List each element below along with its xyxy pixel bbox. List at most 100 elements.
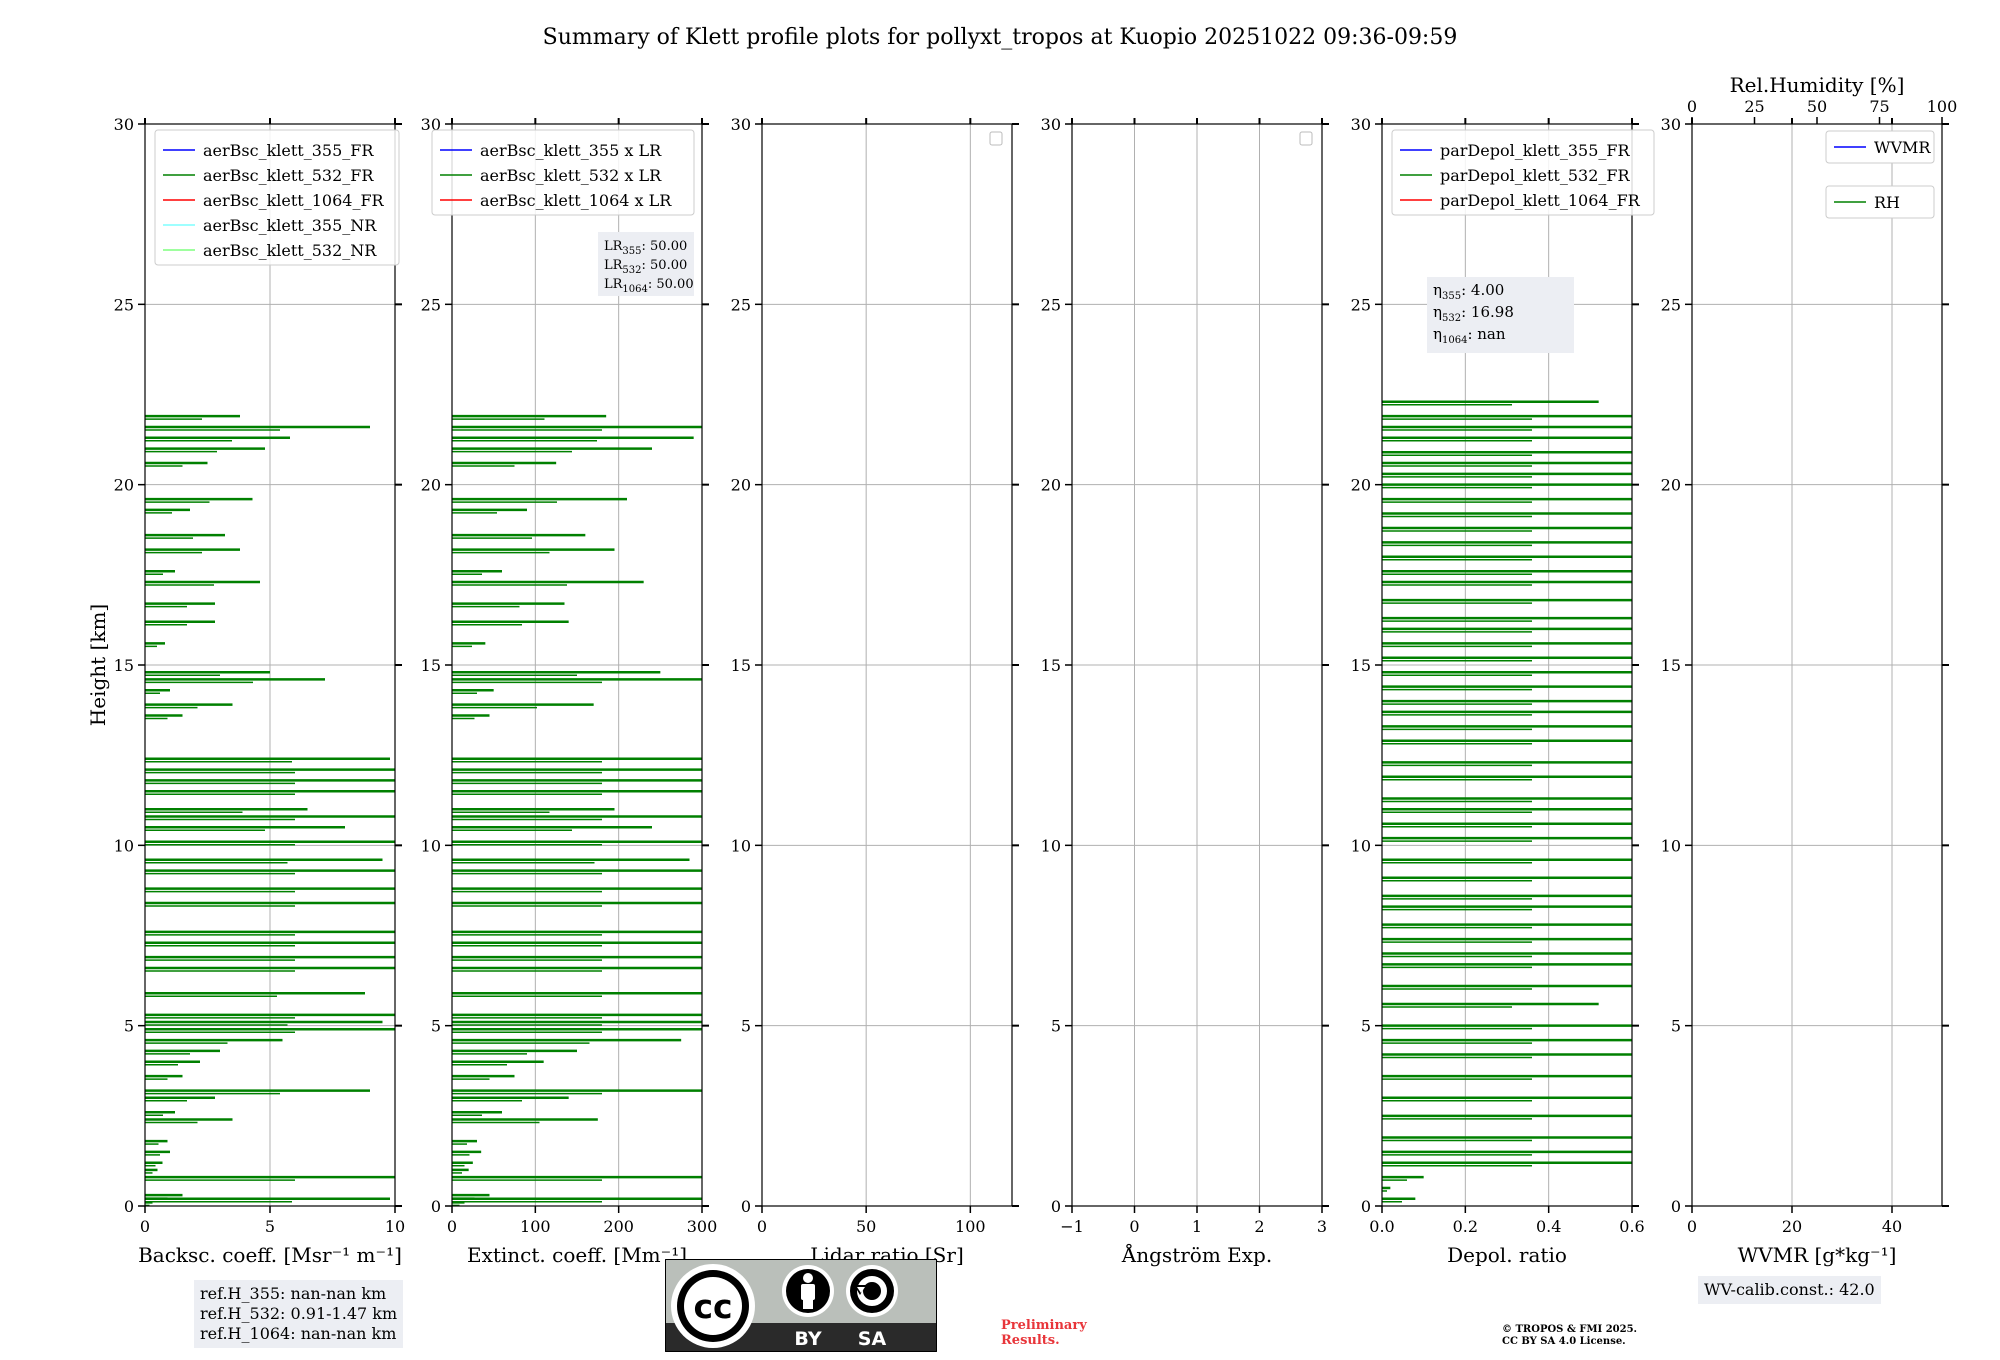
ylabel: Height [km] <box>86 604 110 726</box>
legend-label-parDepol_klett_355_FR: parDepol_klett_355_FR <box>1440 141 1631 160</box>
sa-sharealike-icon <box>846 1265 898 1317</box>
annotation-box <box>1427 277 1574 353</box>
ref-height-1064: ref.H_1064: nan-nan km <box>200 1324 397 1343</box>
copyright-line-1: © TROPOS & FMI 2025. <box>1502 1324 1638 1335</box>
ytick-label: 20 <box>731 476 751 495</box>
xlabel: Backsc. coeff. [Msr⁻¹ m⁻¹] <box>138 1243 402 1267</box>
xtick-label: 3 <box>1317 1217 1327 1236</box>
ytick-label: 10 <box>731 836 751 855</box>
legend-label-aerBsc_klett_1064 x LR: aerBsc_klett_1064 x LR <box>480 191 672 210</box>
wv-calib-box: WV-calib.const.: 42.0 <box>1698 1276 1881 1304</box>
legend-label-aerBsc_klett_355 x LR: aerBsc_klett_355 x LR <box>480 141 662 160</box>
ref-height-355: ref.H_355: nan-nan km <box>200 1284 387 1303</box>
copyright-note: © TROPOS & FMI 2025. CC BY SA 4.0 Licens… <box>1502 1324 1637 1348</box>
legend-label-aerBsc_klett_532 x LR: aerBsc_klett_532 x LR <box>480 166 662 185</box>
empty-legend <box>989 131 1003 146</box>
legend-label-aerBsc_klett_355_NR: aerBsc_klett_355_NR <box>203 216 377 235</box>
xlabel: Ångström Exp. <box>1121 1242 1272 1267</box>
panel-depol: 0 5 10 15 20 25 30 0.0 0.2 0.4 0.6 Depol. ratio parD… <box>1351 115 1655 1267</box>
series-aerBsc_klett_532 x LR <box>452 414 702 1207</box>
ytick-label: 20 <box>1041 476 1061 495</box>
xtick-label: 20 <box>1782 1217 1802 1236</box>
ytick-label: 5 <box>124 1017 134 1036</box>
copyright-line-2: CC BY SA 4.0 License. <box>1502 1336 1626 1347</box>
annotation-line: η355: 4.00 <box>1433 281 1504 302</box>
ytick-label: 25 <box>731 295 751 314</box>
annotation-box <box>598 232 694 296</box>
legend-label-parDepol_klett_532_FR: parDepol_klett_532_FR <box>1440 166 1631 185</box>
panel-backscatter: 0 5 10 15 20 25 30 0 5 10 Backsc. coeff. [Msr⁻¹ m⁻… <box>86 115 405 1267</box>
annotation-line: η532: 16.98 <box>1433 303 1514 324</box>
ref-heights-box: ref.H_355: nan-nan km ref.H_532: 0.91-1.… <box>194 1280 404 1348</box>
legend-box <box>1825 185 1935 219</box>
svg-text:cc: cc <box>693 1287 732 1326</box>
xtick-label: 0.0 <box>1369 1217 1394 1236</box>
annotation-line: LR532: 50.00 <box>604 258 687 276</box>
xtick-label: 10 <box>385 1217 405 1236</box>
cc-license-badge: cc BY SA <box>665 1259 937 1352</box>
ytick-label: 0 <box>431 1197 441 1216</box>
ytick-label: 30 <box>1351 115 1371 134</box>
cc-sa-label: SA <box>858 1328 887 1350</box>
legend-box <box>154 129 400 266</box>
preliminary-line-2: Results. <box>1001 1333 1060 1348</box>
by-attribution-icon <box>782 1265 834 1317</box>
ytick-label: 20 <box>1351 476 1371 495</box>
ytick-label: 0 <box>124 1197 134 1216</box>
ytick-label: 10 <box>1661 836 1681 855</box>
xtick-label: 200 <box>603 1217 634 1236</box>
preliminary-results-note: Preliminary Results. <box>1001 1318 1087 1348</box>
series-aerBsc_klett_532_FR <box>145 414 395 1207</box>
xtick-label: 0.2 <box>1453 1217 1478 1236</box>
ytick-label: 0 <box>1051 1197 1061 1216</box>
xtick-label: 0 <box>447 1217 457 1236</box>
legend-label-aerBsc_klett_532_FR: aerBsc_klett_532_FR <box>203 166 374 185</box>
legend: aerBsc_klett_355_FR aerBsc_klett_532_FRae… <box>154 129 400 266</box>
x2tick-label: 100 <box>1927 97 1958 116</box>
legend-label: RH <box>1874 193 1900 212</box>
xtick-label: 0.4 <box>1536 1217 1561 1236</box>
ytick-label: 5 <box>1671 1017 1681 1036</box>
preliminary-line-1: Preliminary <box>1001 1318 1087 1333</box>
ytick-label: 10 <box>1041 836 1061 855</box>
annotation-line: η1064: nan <box>1433 325 1506 346</box>
ytick-label: 15 <box>1041 656 1061 675</box>
xtick-label: 100 <box>955 1217 986 1236</box>
legend: parDepol_klett_355_FR parDepol_klett_532_… <box>1391 129 1655 216</box>
xlabel: Depol. ratio <box>1447 1243 1567 1267</box>
ytick-label: 0 <box>741 1197 751 1216</box>
ytick-label: 15 <box>731 656 751 675</box>
ytick-label: 25 <box>1661 295 1681 314</box>
xtick-label: 2 <box>1254 1217 1264 1236</box>
xtick-label: 40 <box>1882 1217 1902 1236</box>
panel-wvmr: 0 5 10 15 20 25 30 0 20 40 WVMR [g*kg⁻¹] 0 25 50 75 100… <box>1661 73 1958 1267</box>
ytick-label: 15 <box>114 656 134 675</box>
xtick-label: 0 <box>757 1217 767 1236</box>
ytick-label: 25 <box>421 295 441 314</box>
legend-box <box>1391 129 1655 216</box>
legend-label: WVMR <box>1874 138 1931 157</box>
cc-icon: cc <box>671 1264 755 1348</box>
ytick-label: 15 <box>1661 656 1681 675</box>
ytick-label: 25 <box>1041 295 1061 314</box>
ytick-label: 20 <box>114 476 134 495</box>
figure-title: Summary of Klett profile plots for polly… <box>543 25 1458 50</box>
annotation-line: LR1064: 50.00 <box>604 277 694 295</box>
legend-label-parDepol_klett_1064_FR: parDepol_klett_1064_FR <box>1440 191 1641 210</box>
ytick-label: 30 <box>731 115 751 134</box>
xtick-label: 50 <box>856 1217 876 1236</box>
ytick-label: 20 <box>421 476 441 495</box>
ytick-label: 15 <box>421 656 441 675</box>
xlabel: Extinct. coeff. [Mm⁻¹] <box>467 1243 687 1267</box>
legend-box <box>1825 130 1935 164</box>
ytick-label: 30 <box>421 115 441 134</box>
annotation-line: LR355: 50.00 <box>604 239 687 257</box>
ytick-label: 5 <box>1051 1017 1061 1036</box>
xtick-label: 0 <box>1129 1217 1139 1236</box>
ytick-label: 30 <box>1661 115 1681 134</box>
ytick-label: 5 <box>741 1017 751 1036</box>
